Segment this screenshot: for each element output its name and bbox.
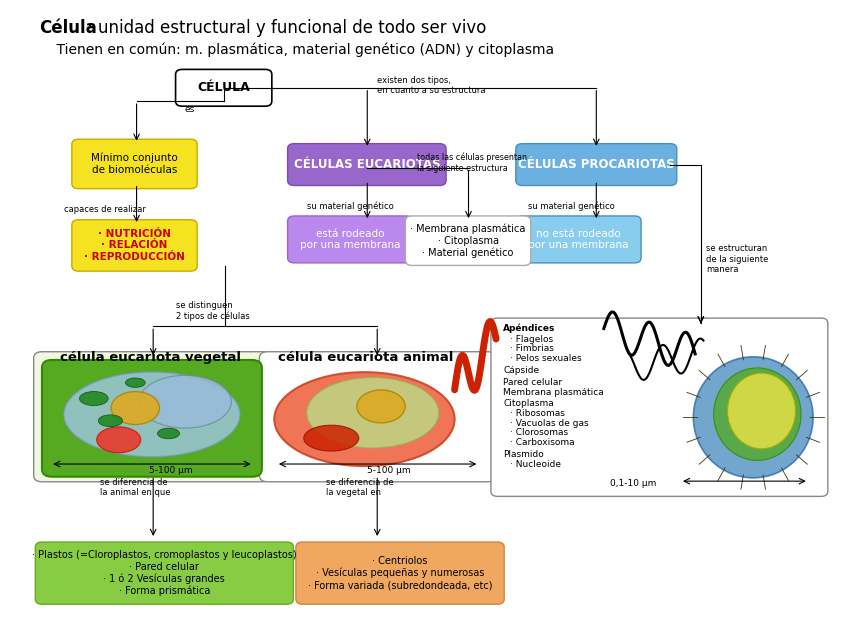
FancyBboxPatch shape [287, 143, 446, 186]
Text: 0,1-10 μm: 0,1-10 μm [609, 479, 655, 488]
Ellipse shape [693, 356, 812, 478]
FancyBboxPatch shape [515, 216, 641, 263]
Text: Célula: Célula [38, 19, 96, 36]
Ellipse shape [274, 372, 454, 466]
Text: 5-100 μm: 5-100 μm [367, 466, 411, 475]
Text: · Vacuolas de gas: · Vacuolas de gas [509, 419, 588, 428]
Text: Apéndices: Apéndices [503, 323, 555, 333]
Text: se estructuran
de la siguiente
manera: se estructuran de la siguiente manera [705, 244, 768, 274]
Text: es: es [185, 105, 195, 114]
Text: · Pelos sexuales: · Pelos sexuales [509, 353, 581, 363]
Text: CÉLULAS EUCARIOTAS: CÉLULAS EUCARIOTAS [293, 158, 440, 171]
FancyBboxPatch shape [72, 220, 197, 271]
FancyBboxPatch shape [176, 69, 272, 106]
Ellipse shape [303, 425, 359, 451]
Text: Cápside: Cápside [503, 366, 538, 375]
Text: · Clorosomas: · Clorosomas [509, 428, 567, 437]
Text: · Flagelos: · Flagelos [509, 335, 552, 344]
Ellipse shape [111, 392, 159, 424]
Text: su material genético: su material genético [307, 201, 393, 211]
FancyBboxPatch shape [33, 352, 270, 482]
Ellipse shape [158, 428, 179, 439]
Ellipse shape [79, 392, 108, 406]
Text: todas las células presentan
la siguiente estructura: todas las células presentan la siguiente… [417, 153, 527, 173]
FancyBboxPatch shape [296, 542, 504, 604]
Text: : unidad estructural y funcional de todo ser vivo: : unidad estructural y funcional de todo… [87, 19, 486, 36]
Text: · Nucleoide: · Nucleoide [509, 460, 561, 468]
FancyBboxPatch shape [259, 352, 495, 482]
FancyBboxPatch shape [42, 360, 262, 477]
Text: capaces de realizar: capaces de realizar [63, 205, 145, 214]
Ellipse shape [96, 427, 141, 452]
Text: · Centriolos
· Vesículas pequeñas y numerosas
· Forma variada (subredondeada, et: · Centriolos · Vesículas pequeñas y nume… [308, 556, 492, 590]
Text: Citoplasma: Citoplasma [503, 399, 554, 408]
Text: · Fimbrias: · Fimbrias [509, 344, 553, 353]
Text: célula eucariota vegetal: célula eucariota vegetal [60, 351, 241, 364]
Text: célula eucariota animal: célula eucariota animal [277, 351, 452, 364]
Text: se diferencia de
la animal en que: se diferencia de la animal en que [100, 478, 170, 497]
Text: CÉLULA: CÉLULA [197, 81, 250, 94]
Text: se diferencia de
la vegetal en: se diferencia de la vegetal en [325, 478, 393, 497]
FancyBboxPatch shape [515, 143, 676, 186]
Ellipse shape [307, 378, 438, 448]
Text: Pared celular: Pared celular [503, 378, 561, 387]
Ellipse shape [727, 373, 795, 449]
Text: 5-100 μm: 5-100 μm [149, 466, 193, 475]
Text: existen dos tipos,
en cuanto a su estructura: existen dos tipos, en cuanto a su estruc… [377, 76, 485, 95]
Text: su material genético: su material genético [527, 201, 614, 211]
Ellipse shape [139, 375, 231, 428]
Text: · Membrana plasmática
· Citoplasma
· Material genético: · Membrana plasmática · Citoplasma · Mat… [410, 223, 525, 258]
Text: Plasmido: Plasmido [503, 450, 544, 459]
Text: Mínimo conjunto
de biomoléculas: Mínimo conjunto de biomoléculas [91, 153, 178, 175]
Text: está rodeado
por una membrana: está rodeado por una membrana [300, 228, 400, 250]
Ellipse shape [64, 372, 239, 457]
Text: · Carboxisoma: · Carboxisoma [509, 438, 574, 447]
Text: CÉLULAS PROCARIOTAS: CÉLULAS PROCARIOTAS [517, 158, 674, 171]
Ellipse shape [98, 415, 123, 427]
Ellipse shape [713, 368, 800, 460]
Text: Membrana plasmática: Membrana plasmática [503, 388, 603, 397]
FancyBboxPatch shape [287, 216, 412, 263]
FancyBboxPatch shape [491, 318, 826, 497]
Text: Tienen en común: m. plasmática, material genético (ADN) y citoplasma: Tienen en común: m. plasmática, material… [38, 42, 553, 56]
Text: · Ribosomas: · Ribosomas [509, 410, 564, 419]
Text: · NUTRICIÓN
· RELACIÓN
· REPRODUCCIÓN: · NUTRICIÓN · RELACIÓN · REPRODUCCIÓN [84, 229, 185, 262]
Text: se distinguen
2 tipos de células: se distinguen 2 tipos de células [176, 301, 250, 321]
Text: · Plastos (=Cloroplastos, cromoplastos y leucoplastos)
· Pared celular
· 1 ó 2 V: · Plastos (=Cloroplastos, cromoplastos y… [32, 550, 296, 596]
Ellipse shape [125, 378, 145, 387]
Text: no está rodeado
por una membrana: no está rodeado por una membrana [527, 228, 628, 250]
FancyBboxPatch shape [72, 139, 197, 189]
FancyBboxPatch shape [35, 542, 293, 604]
FancyBboxPatch shape [405, 216, 530, 266]
Ellipse shape [356, 390, 405, 423]
